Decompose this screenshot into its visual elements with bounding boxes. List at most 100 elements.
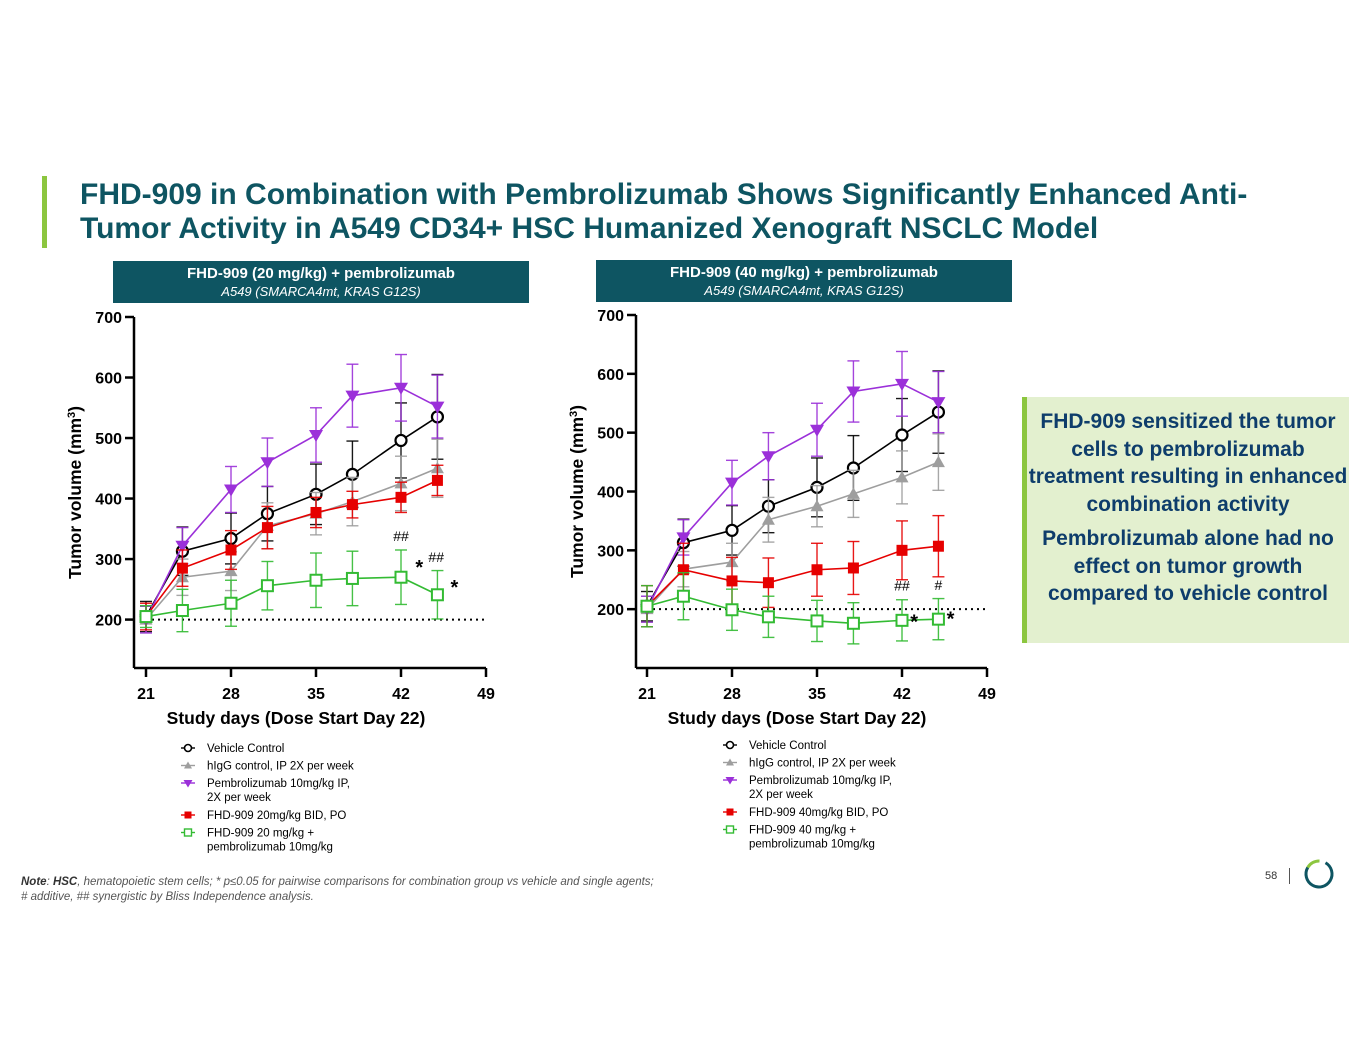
data-point	[896, 544, 908, 556]
data-point	[761, 513, 775, 525]
data-point	[761, 610, 775, 624]
series-line	[646, 595, 939, 625]
data-point	[394, 570, 408, 584]
significance-annotation: #	[935, 577, 943, 593]
series-line	[145, 576, 438, 618]
data-point	[932, 540, 944, 552]
company-logo-ring-icon	[1304, 859, 1334, 889]
legend-entry-4: FHD-909 20mg/kg BID, PO	[181, 810, 346, 822]
data-point	[309, 573, 323, 587]
y-tick-label: 500	[597, 426, 624, 443]
legend-label: hIgG control, IP 2X per week	[207, 761, 354, 773]
data-point	[846, 616, 860, 630]
data-point	[430, 401, 445, 414]
panel-header-right: FHD-909 (40 mg/kg) + pembrolizumab A549 …	[596, 260, 1012, 302]
legend-entry-2: hIgG control, IP 2X per week	[723, 758, 896, 770]
significance-annotation: *	[451, 577, 459, 599]
x-tick-label: 28	[723, 686, 741, 703]
data-point	[176, 562, 188, 574]
data-point	[895, 613, 909, 627]
legend-marker	[184, 811, 192, 819]
x-tick-label: 42	[893, 686, 911, 703]
series-line	[145, 386, 438, 620]
data-point	[895, 378, 909, 391]
key-findings-callout: FHD-909 sensitized the tumor cells to pe…	[1022, 397, 1349, 643]
data-point	[394, 433, 408, 448]
chart-panel-1: 200 300 400 500 600 700 21 28 35 42 49 Study days (…	[65, 310, 495, 854]
x-tick-label: 21	[638, 686, 656, 703]
data-point	[810, 424, 824, 437]
significance-annotation: *	[415, 557, 423, 579]
series-5	[139, 549, 444, 633]
y-tick-label: 200	[597, 602, 624, 619]
slide-title: FHD-909 in Combination with Pembrolizuma…	[80, 178, 1248, 245]
data-point	[261, 522, 273, 534]
legend-marker	[725, 777, 735, 785]
footnote-term: HSC	[52, 876, 78, 888]
data-point	[931, 455, 945, 468]
data-point	[175, 604, 189, 618]
significance-annotation: ##	[393, 528, 409, 544]
significance-annotation: *	[910, 612, 918, 634]
data-point	[395, 491, 407, 503]
x-tick-label: 35	[808, 686, 826, 703]
y-tick-label: 500	[95, 431, 122, 448]
data-point	[225, 544, 237, 556]
panel-header-left-subtitle: A549 (SMARCA4mt, KRAS G12S)	[221, 284, 421, 299]
data-point	[931, 612, 945, 626]
data-point	[260, 579, 274, 593]
y-axis-title: Tumor volume (mm3)	[567, 405, 587, 578]
data-point	[345, 571, 359, 585]
x-tick-label: 21	[137, 686, 155, 703]
panel-header-right-title: FHD-909 (40 mg/kg) + pembrolizumab	[670, 264, 938, 281]
data-point	[725, 523, 739, 537]
data-point	[394, 382, 408, 395]
data-point	[430, 588, 444, 602]
data-point	[762, 577, 774, 589]
data-point	[810, 614, 824, 628]
legend-marker	[726, 758, 734, 766]
y-tick-label: 300	[597, 543, 624, 560]
x-axis-title: Study days (Dose Start Day 22)	[167, 708, 426, 728]
data-point	[847, 562, 859, 574]
series-line	[145, 416, 438, 617]
data-point	[175, 540, 190, 553]
y-tick-label: 600	[95, 371, 122, 388]
data-point	[895, 428, 909, 442]
panel-header-left-title: FHD-909 (20 mg/kg) + pembrolizumab	[187, 265, 455, 282]
legend-marker	[725, 825, 735, 834]
legend-entry-4: FHD-909 40mg/kg BID, PO	[723, 807, 888, 819]
x-tick-label: 35	[307, 686, 325, 703]
page-number-divider	[1289, 868, 1290, 884]
data-point	[345, 390, 360, 403]
legend-entry-3: Pembrolizumab 10mg/kg IP, 2X per week	[181, 778, 350, 804]
x-tick-label: 28	[222, 686, 240, 703]
data-point	[309, 430, 323, 443]
significance-annotation: ##	[894, 577, 910, 593]
y-tick-label: 300	[95, 552, 122, 569]
data-point	[676, 532, 691, 545]
data-point	[846, 487, 860, 499]
series-5	[640, 571, 945, 645]
legend-entry-5: FHD-909 20 mg/kg + pembrolizumab 10mg/kg	[181, 828, 333, 854]
callout-finding-1: FHD-909 sensitized the tumor cells to pe…	[1028, 410, 1348, 516]
footnote-line-2: # additive, ## synergistic by Bliss Inde…	[21, 891, 314, 903]
y-tick-label: 700	[95, 310, 122, 327]
panel-header-right-subtitle: A549 (SMARCA4mt, KRAS G12S)	[704, 283, 904, 298]
legend-entry-5: FHD-909 40 mg/kg + pembrolizumab 10mg/kg	[723, 825, 875, 851]
footnote-label: Note	[21, 876, 47, 888]
legend-label: FHD-909 20mg/kg BID, PO	[207, 810, 346, 822]
x-tick-label: 49	[477, 686, 495, 703]
data-point	[726, 575, 738, 587]
panel-header-left: FHD-909 (20 mg/kg) + pembrolizumab A549 …	[113, 261, 529, 303]
legend-marker	[183, 780, 193, 788]
legend-entry-3: Pembrolizumab 10mg/kg IP, 2X per week	[723, 775, 892, 801]
title-accent-bar	[42, 176, 47, 248]
y-tick-label: 600	[597, 367, 624, 384]
data-point	[761, 451, 776, 464]
y-axis-title: Tumor volume (mm3)	[65, 406, 85, 579]
data-point	[931, 397, 946, 410]
legend-label: 2X per week	[207, 792, 271, 804]
y-tick-label: 200	[95, 613, 122, 630]
